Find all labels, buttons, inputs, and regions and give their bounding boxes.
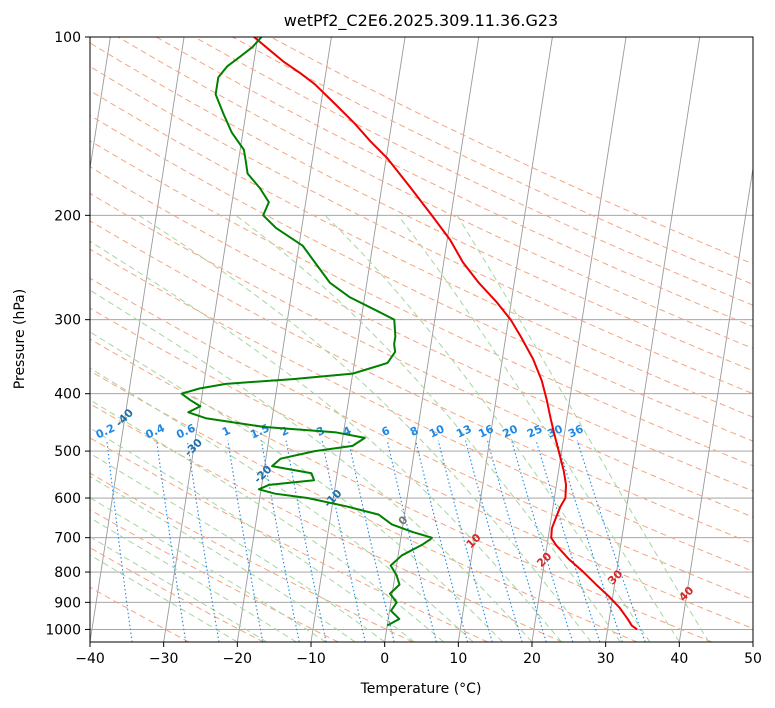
y-tick-label: 100 <box>54 30 81 46</box>
dewpoint-profile-line <box>180 37 433 627</box>
x-tick-label: 40 <box>670 651 688 667</box>
profile-lines <box>180 37 638 631</box>
moist-adiabat-line <box>90 452 385 642</box>
mixing-ratio-label: 25 <box>525 422 544 440</box>
moist-adiabat-line <box>235 214 621 642</box>
mixing-ratio-label: 13 <box>454 422 473 440</box>
dry-adiabat-line <box>90 307 753 630</box>
y-tick-label: 1000 <box>45 622 81 638</box>
x-tick-label: 30 <box>597 651 615 667</box>
y-axis-title: Pressure (hPa) <box>12 289 28 389</box>
dry-adiabat-line <box>90 509 339 642</box>
mixing-ratio-line <box>227 440 264 642</box>
moist-adiabat-line <box>90 399 444 642</box>
x-axis-title: Temperature (°C) <box>360 681 482 697</box>
mixing-ratio-line <box>186 440 220 642</box>
x-tick-label: 20 <box>523 651 541 667</box>
temperature-profile-line <box>253 37 638 631</box>
dry-adiabat-line <box>194 37 753 306</box>
moist-adiabat-line <box>90 554 238 642</box>
mixing-ratio-label: 30 <box>545 422 565 440</box>
mixing-ratio-line <box>437 440 493 642</box>
y-tick-label: 300 <box>54 313 81 329</box>
y-tick-label: 600 <box>54 491 81 507</box>
dry-adiabat-line <box>90 403 563 642</box>
mixing-ratio-line <box>321 440 366 642</box>
dry-adiabat-line <box>90 248 753 572</box>
dry-adiabat-line <box>90 166 753 492</box>
dry-adiabat-line <box>90 140 753 467</box>
y-tick-label: 900 <box>54 595 81 611</box>
mixing-ratio-line <box>511 440 574 642</box>
moist-adiabat-line <box>90 367 474 642</box>
mixing-ratio-label: 16 <box>476 422 496 440</box>
isotherm-line <box>605 37 701 642</box>
plot-frame <box>89 36 754 643</box>
mixing-ratio-line <box>260 440 300 642</box>
moist-adiabat-line <box>90 536 268 642</box>
mixing-ratio-line <box>348 440 395 642</box>
mixing-ratio-line <box>486 440 547 642</box>
isotherm-line <box>384 37 480 642</box>
isotherm-line <box>163 37 259 642</box>
isotherm-line <box>310 37 406 642</box>
y-tick-label: 800 <box>54 565 81 581</box>
x-tick-label: 10 <box>449 651 467 667</box>
y-tick-label: 400 <box>54 387 81 403</box>
mixing-ratio-line <box>106 440 133 642</box>
dry-adiabat-line <box>90 220 753 545</box>
dry-adiabat-line <box>90 277 753 601</box>
isotherm-line <box>678 165 753 642</box>
x-axis: −40 −30 −20 −10 0 10 20 30 40 50 <box>75 642 762 667</box>
mixing-ratio-label: 20 <box>500 422 520 440</box>
moist-adiabat-line <box>456 215 710 642</box>
moist-adiabat-line <box>90 331 503 642</box>
chart-title: wetPf2_C2E6.2025.309.11.36.G23 <box>284 11 558 31</box>
x-tick-label: −10 <box>296 651 326 667</box>
moist-adiabat-line <box>138 214 592 642</box>
isotherm-line <box>90 37 185 642</box>
y-tick-label: 700 <box>54 531 81 547</box>
dry-adiabat-line <box>90 114 753 442</box>
x-tick-label: 50 <box>744 651 762 667</box>
moist-adiabat-line <box>90 517 297 642</box>
x-tick-label: −40 <box>75 651 105 667</box>
background-lines <box>90 37 753 642</box>
moist-adiabat-line <box>90 289 533 642</box>
mixing-ratio-label: 36 <box>566 422 586 440</box>
moist-adiabat-line <box>90 475 356 642</box>
y-tick-label: 500 <box>54 444 81 460</box>
y-axis: 100 200 300 400 500 600 700 800 900 1000 <box>45 30 90 638</box>
mixing-ratio-line <box>285 440 327 642</box>
x-tick-label: −30 <box>149 651 179 667</box>
mixing-ratio-label: 10 <box>427 422 447 440</box>
y-tick-label: 200 <box>54 208 81 224</box>
moist-adiabat-line <box>90 427 415 642</box>
mixing-ratio-line <box>415 440 469 642</box>
mixing-ratio-line <box>386 440 437 642</box>
moist-adiabat-line <box>90 497 327 642</box>
isotherm-line <box>90 37 111 172</box>
dry-adiabat-line <box>90 42 753 372</box>
x-tick-label: −20 <box>223 651 253 667</box>
mixing-ratio-line <box>156 440 187 642</box>
isotherm-line <box>236 37 332 642</box>
mixing-ratio-line <box>464 440 523 642</box>
dry-adiabat-line <box>90 547 264 642</box>
x-tick-label: 0 <box>380 651 389 667</box>
dry-adiabat-line <box>90 370 638 642</box>
dry-adiabat-line <box>90 192 753 518</box>
moist-adiabat-line <box>397 215 680 642</box>
